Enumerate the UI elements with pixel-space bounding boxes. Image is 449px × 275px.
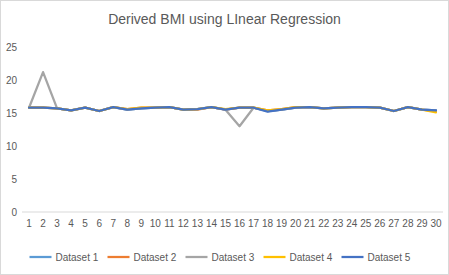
x-tick-label: 24 (346, 218, 358, 229)
y-tick-label: 20 (6, 75, 18, 86)
x-tick-label: 25 (360, 218, 372, 229)
chart: Derived BMI using LInear Regression05101… (0, 0, 449, 275)
series-line (29, 107, 436, 111)
x-tick-label: 14 (206, 218, 218, 229)
y-tick-label: 25 (6, 42, 18, 53)
x-tick-label: 12 (178, 218, 190, 229)
x-tick-label: 10 (150, 218, 162, 229)
legend-swatch (264, 256, 286, 258)
series-line (29, 107, 436, 111)
legend-swatch (108, 256, 130, 258)
x-tick-label: 3 (54, 218, 60, 229)
series-line (29, 72, 436, 126)
legend-label: Dataset 5 (368, 252, 411, 263)
x-tick-label: 1 (26, 218, 32, 229)
x-tick-label: 20 (290, 218, 302, 229)
legend-label: Dataset 4 (290, 252, 333, 263)
plot-area (29, 72, 436, 126)
legend-label: Dataset 3 (212, 252, 255, 263)
x-tick-label: 9 (139, 218, 145, 229)
x-tick-label: 13 (192, 218, 204, 229)
chart-border (1, 1, 449, 275)
chart-title: Derived BMI using LInear Regression (108, 11, 341, 27)
x-tick-label: 5 (82, 218, 88, 229)
x-tick-label: 4 (68, 218, 74, 229)
x-tick-label: 28 (402, 218, 414, 229)
x-tick-label: 7 (110, 218, 116, 229)
x-tick-label: 18 (262, 218, 274, 229)
legend-swatch (342, 256, 364, 258)
x-tick-label: 23 (332, 218, 344, 229)
legend-label: Dataset 2 (134, 252, 177, 263)
x-axis-line (22, 212, 443, 213)
y-tick-label: 5 (11, 174, 17, 185)
series-line (29, 107, 436, 112)
x-tick-label: 6 (96, 218, 102, 229)
y-tick-label: 0 (11, 207, 17, 218)
x-tick-label: 30 (430, 218, 442, 229)
series-line (29, 107, 436, 112)
x-tick-label: 16 (234, 218, 246, 229)
x-tick-label: 15 (220, 218, 232, 229)
x-tick-label: 22 (318, 218, 330, 229)
x-tick-label: 27 (388, 218, 400, 229)
x-tick-label: 11 (164, 218, 175, 229)
x-tick-label: 17 (248, 218, 260, 229)
y-tick-label: 10 (6, 141, 18, 152)
x-tick-label: 21 (304, 218, 316, 229)
y-tick-label: 15 (6, 108, 18, 119)
legend-swatch (186, 256, 208, 258)
legend-label: Dataset 1 (56, 252, 99, 263)
legend-swatch (30, 256, 52, 258)
x-tick-label: 19 (276, 218, 288, 229)
x-tick-label: 2 (40, 218, 46, 229)
x-tick-label: 26 (374, 218, 386, 229)
x-tick-label: 29 (416, 218, 428, 229)
x-tick-label: 8 (124, 218, 130, 229)
